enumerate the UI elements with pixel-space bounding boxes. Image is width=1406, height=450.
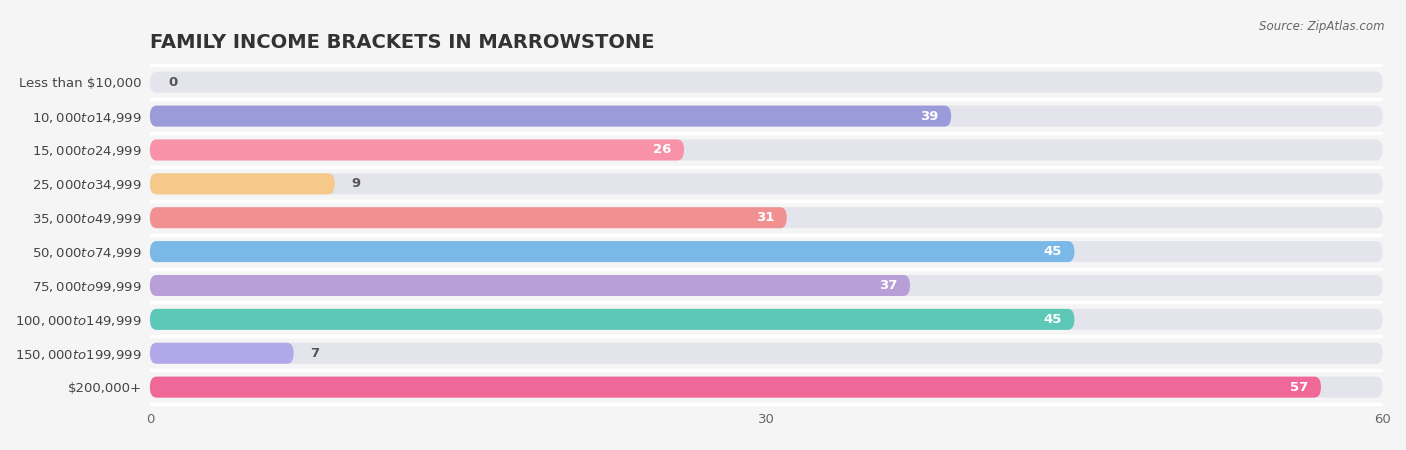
FancyBboxPatch shape: [150, 106, 952, 126]
FancyBboxPatch shape: [150, 106, 1382, 126]
Text: FAMILY INCOME BRACKETS IN MARROWSTONE: FAMILY INCOME BRACKETS IN MARROWSTONE: [150, 33, 654, 52]
Text: 9: 9: [352, 177, 360, 190]
FancyBboxPatch shape: [150, 241, 1074, 262]
FancyBboxPatch shape: [150, 275, 910, 296]
Text: 0: 0: [169, 76, 177, 89]
FancyBboxPatch shape: [150, 241, 1382, 262]
Text: Source: ZipAtlas.com: Source: ZipAtlas.com: [1260, 20, 1385, 33]
FancyBboxPatch shape: [150, 140, 1382, 161]
FancyBboxPatch shape: [150, 173, 335, 194]
Text: 57: 57: [1291, 381, 1309, 394]
FancyBboxPatch shape: [150, 309, 1074, 330]
Text: 31: 31: [756, 211, 775, 224]
FancyBboxPatch shape: [150, 275, 1382, 296]
FancyBboxPatch shape: [150, 140, 685, 161]
Text: 45: 45: [1043, 313, 1062, 326]
FancyBboxPatch shape: [150, 377, 1322, 398]
FancyBboxPatch shape: [150, 173, 1382, 194]
Text: 39: 39: [921, 110, 939, 122]
FancyBboxPatch shape: [150, 207, 1382, 228]
FancyBboxPatch shape: [150, 207, 787, 228]
Text: 7: 7: [311, 347, 319, 360]
Text: 37: 37: [879, 279, 898, 292]
FancyBboxPatch shape: [150, 343, 1382, 364]
FancyBboxPatch shape: [150, 309, 1382, 330]
Text: 45: 45: [1043, 245, 1062, 258]
Text: 26: 26: [654, 144, 672, 157]
FancyBboxPatch shape: [150, 343, 294, 364]
FancyBboxPatch shape: [150, 377, 1382, 398]
FancyBboxPatch shape: [150, 72, 1382, 93]
